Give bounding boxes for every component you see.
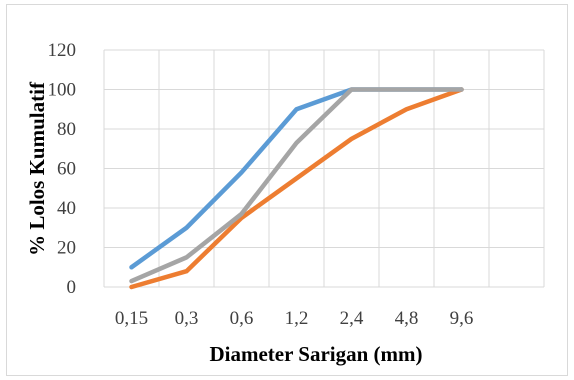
chart-frame <box>6 4 568 376</box>
y-tick-label: 100 <box>48 80 77 101</box>
y-axis-title: % Lolos Kumulatif <box>25 81 49 256</box>
x-tick-label: 0,6 <box>230 308 254 329</box>
x-tick-label: 9,6 <box>450 308 474 329</box>
x-axis-ticks: 0,15 0,3 0,6 1,2 2,4 4,8 9,6 <box>115 308 474 329</box>
x-tick-label: 0,3 <box>175 308 199 329</box>
x-axis-title: Diameter Sarigan (mm) <box>209 342 422 366</box>
grid-layer <box>103 49 545 288</box>
y-tick-label: 60 <box>57 159 76 180</box>
series-line-2 <box>129 87 464 290</box>
y-tick-label: 40 <box>57 198 76 219</box>
x-tick-label: 4,8 <box>395 308 419 329</box>
x-tick-label: 0,15 <box>115 308 148 329</box>
x-tick-label: 2,4 <box>340 308 364 329</box>
y-axis-ticks: 0 20 40 60 80 100 120 <box>48 40 77 298</box>
x-tick-label: 1,2 <box>285 308 309 329</box>
y-tick-label: 80 <box>57 119 76 140</box>
series-layer <box>129 87 464 290</box>
y-tick-label: 120 <box>48 40 77 61</box>
series-line-3 <box>129 87 464 284</box>
y-tick-label: 20 <box>57 238 76 259</box>
y-tick-label: 0 <box>67 277 77 298</box>
